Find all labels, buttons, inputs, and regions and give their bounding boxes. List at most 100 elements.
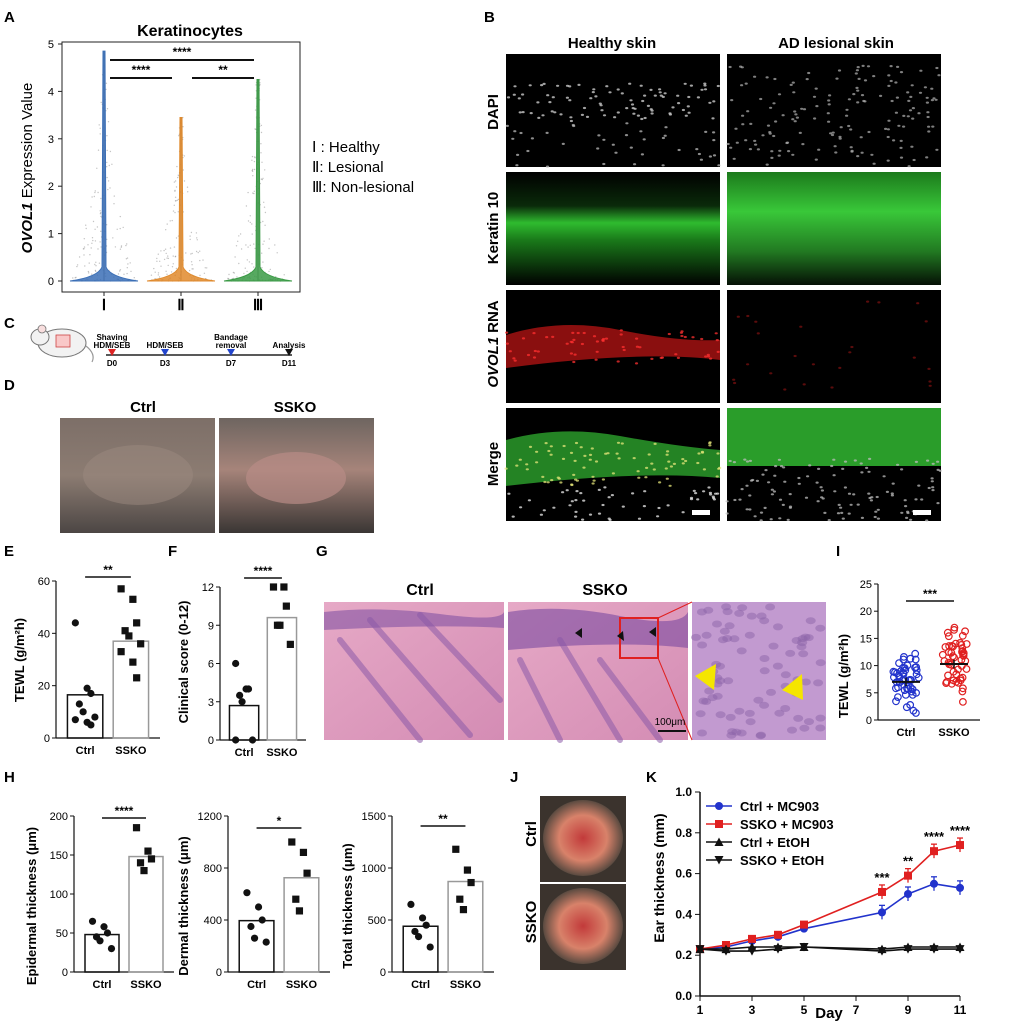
nucleus-dapi-ad [872,75,876,78]
merge-overlap-healthy [665,477,669,480]
nucleus-dapi-healthy [625,107,629,110]
panel-a-yaxis: 0 1 2 3 4 5 [48,39,62,288]
merge-nucleus-ad [890,494,895,497]
rna-spot-ad [802,383,806,386]
nucleus-dapi-ad [925,156,929,159]
panel-j-label-ctrl: Ctrl [523,821,540,847]
merge-nucleus-healthy [610,494,615,497]
nucleus-dapi-healthy [712,131,716,134]
nucleus-dapi-healthy [664,126,668,129]
merge-nucleus-ad [748,508,752,511]
data-point-ctrl [892,697,900,706]
data-point-ctrl [892,684,900,693]
nucleus-dapi-healthy [596,147,600,150]
panel-a-point [253,190,255,192]
panel-a-point [178,135,180,137]
nucleus-dapi-ad [789,83,793,86]
keratinocyte-cell [715,677,726,685]
panel-a-point [92,239,94,242]
timeline-day: D7 [226,359,237,368]
panel-a-point [153,267,155,270]
panel-a-point [154,271,156,273]
panel-e-ylabel: TEWL (g/m²h) [12,618,27,702]
nucleus-dapi-ad [847,98,852,101]
nucleus-dapi-healthy [716,84,720,88]
data-point-ctrl [87,721,95,729]
rna-spot-ad [756,332,760,335]
nucleus-dapi-healthy [703,82,707,85]
merge-nucleus-healthy [581,518,585,521]
data-point-ssko [129,595,137,603]
bar-ctrl [84,933,120,973]
nucleus-dapi-ad [923,86,928,89]
nucleus-dapi-healthy [643,94,647,97]
merge-nucleus-ad [876,508,880,511]
nucleus-dapi-ad [834,151,838,154]
panel-a-point [109,150,112,153]
panel-a-point [94,191,96,194]
nucleus-dapi-healthy [704,130,708,133]
rna-spot-ad [924,320,928,323]
nucleus-dapi-ad [856,155,860,158]
nucleus-dapi-healthy [628,82,632,85]
series-point-1 [930,847,938,856]
panel-a-point [173,204,175,206]
data-point-ctrl [912,709,920,717]
timeline-step-label: Analysis [273,341,306,350]
panel-a-point [247,191,249,194]
panel-letter-b: B [484,9,495,26]
panel-a-point [240,248,243,250]
panel-a-point [97,191,99,194]
panel-letter-j: J [510,769,518,786]
nucleus-dapi-healthy [513,85,517,88]
merge-nucleus-healthy [637,517,642,520]
bar-ctrl [402,925,439,973]
nucleus-dapi-ad [919,69,923,72]
nucleus-dapi-ad [827,99,831,102]
merge-nucleus-ad [733,498,737,502]
panel-a-point [93,195,96,198]
merge-nucleus-ad [860,516,865,520]
nucleus-dapi-healthy [663,92,667,95]
merge-nucleus-ad [832,474,836,477]
nucleus-dapi-ad [890,99,894,103]
data-point-ctrl [103,929,112,937]
nucleus-dapi-healthy [582,106,587,110]
merge-overlap-healthy [583,454,587,457]
merge-nucleus-ad [763,506,767,509]
nucleus-dapi-healthy [599,104,603,107]
panel-b: B Healthy skin AD lesional skin DAPI Ker… [484,9,942,522]
panel-a-point [174,255,177,257]
timeline-step-top: Bandage [214,333,248,342]
x-tick-label: 5 [801,1003,808,1017]
panel-a-xtick-label: Ⅰ [102,297,106,314]
panel-h: H Epidermal thickness (μm) Dermal thickn… [4,769,494,991]
keratinocyte-cell [746,612,757,620]
panel-a-point [117,273,120,275]
data-point-ctrl [894,693,902,701]
panel-a-point [91,237,94,239]
panel-k: K Ear thickness (mm) Day 0.0 0.2 0.4 0.6 0.8… [646,769,971,1022]
keratinocyte-cell [745,718,756,726]
panel-b-row-ovol1: OVOL1 RNA [485,300,502,388]
merge-nucleus-ad [748,494,752,497]
bar-ssko [447,880,484,973]
merge-overlap-healthy [561,457,566,460]
x-tick-label: Ctrl [76,745,95,757]
panel-a-point [183,155,186,157]
y-tick-label: 500 [368,915,386,927]
keratinocyte-cell [813,679,824,687]
merge-nucleus-ad [778,498,783,501]
merge-overlap-healthy [611,472,616,475]
panel-a-point [106,166,108,168]
panel-a-point [174,189,176,192]
merge-nucleus-healthy [561,491,565,494]
y-tick-label: 3 [208,697,214,709]
panel-g-scale: 100μm [655,717,686,728]
merge-nucleus-ad [823,511,827,514]
panel-a-point [95,261,97,263]
data-point-ctrl [891,668,899,677]
panel-a-point [107,188,109,191]
panel-a-point [95,265,97,267]
merge-overlap-healthy [574,441,579,445]
